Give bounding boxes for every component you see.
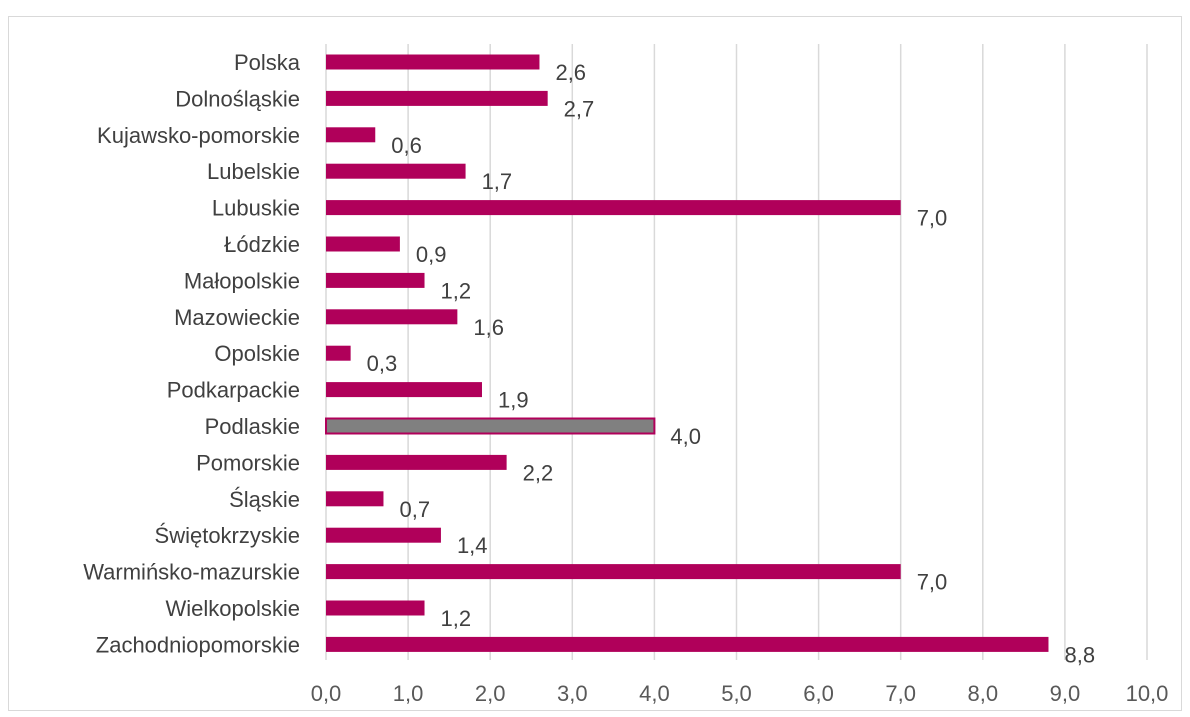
bar: [326, 454, 507, 470]
value-label: 1,9: [498, 388, 529, 413]
value-label: 0,7: [399, 497, 430, 522]
category-label: Mazowieckie: [174, 305, 300, 330]
category-label: Wielkopolskie: [166, 596, 301, 621]
category-label: Opolskie: [214, 341, 300, 366]
value-label: 7,0: [917, 570, 948, 595]
x-tick-label: 1,0: [393, 681, 424, 706]
value-label: 1,6: [473, 315, 504, 340]
bar: [326, 309, 458, 325]
x-tick-label: 8,0: [968, 681, 999, 706]
bar: [326, 127, 376, 143]
value-label: 0,6: [391, 133, 422, 158]
category-label: Śląskie: [229, 487, 300, 512]
value-label: 4,0: [670, 424, 701, 449]
bar-highlighted: [325, 417, 656, 435]
category-label: Lubuskie: [212, 196, 300, 221]
x-tick-label: 10,0: [1126, 681, 1169, 706]
value-label: 0,3: [367, 351, 398, 376]
value-label: 1,7: [482, 169, 513, 194]
value-label: 1,2: [441, 606, 472, 631]
category-label: Małopolskie: [184, 268, 300, 293]
category-label: Podlaskie: [205, 414, 300, 439]
value-label: 8,8: [1064, 642, 1095, 667]
bar: [326, 90, 548, 106]
bar: [326, 163, 466, 179]
category-label: Świętokrzyskie: [155, 523, 300, 548]
chart-frame: [8, 16, 1182, 711]
category-label: Łódzkie: [224, 232, 300, 257]
x-tick-label: 7,0: [885, 681, 916, 706]
value-label: 1,2: [441, 278, 472, 303]
value-label: 2,7: [564, 96, 595, 121]
x-tick-label: 5,0: [721, 681, 752, 706]
x-tick-label: 4,0: [639, 681, 670, 706]
bar: [326, 236, 400, 252]
category-label: Warmińsko-mazurskie: [83, 560, 300, 585]
value-label: 2,6: [555, 60, 586, 85]
bar: [326, 636, 1049, 652]
category-label: Dolnośląskie: [175, 86, 300, 111]
value-label: 7,0: [917, 206, 948, 231]
x-tick-label: 9,0: [1050, 681, 1081, 706]
bar: [326, 272, 425, 288]
bar: [326, 200, 901, 216]
gridlines: [325, 44, 1148, 660]
category-label: Lubelskie: [207, 159, 300, 184]
bar: [326, 54, 540, 70]
bar: [326, 382, 482, 398]
bar: [326, 600, 425, 616]
bar: [326, 491, 384, 507]
value-label: 1,4: [457, 533, 488, 558]
x-tick-label: 3,0: [557, 681, 588, 706]
bar: [326, 527, 441, 543]
category-label: Pomorskie: [196, 450, 300, 475]
x-tick-label: 0,0: [311, 681, 342, 706]
value-label: 2,2: [523, 460, 554, 485]
category-label: Polska: [234, 50, 301, 75]
category-label: Zachodniopomorskie: [96, 632, 300, 657]
x-tick-label: 2,0: [475, 681, 506, 706]
bar: [326, 345, 351, 361]
bar: [326, 564, 901, 580]
value-label: 0,9: [416, 242, 447, 267]
x-tick-label: 6,0: [803, 681, 834, 706]
category-label: Podkarpackie: [167, 378, 300, 403]
category-label: Kujawsko-pomorskie: [97, 123, 300, 148]
